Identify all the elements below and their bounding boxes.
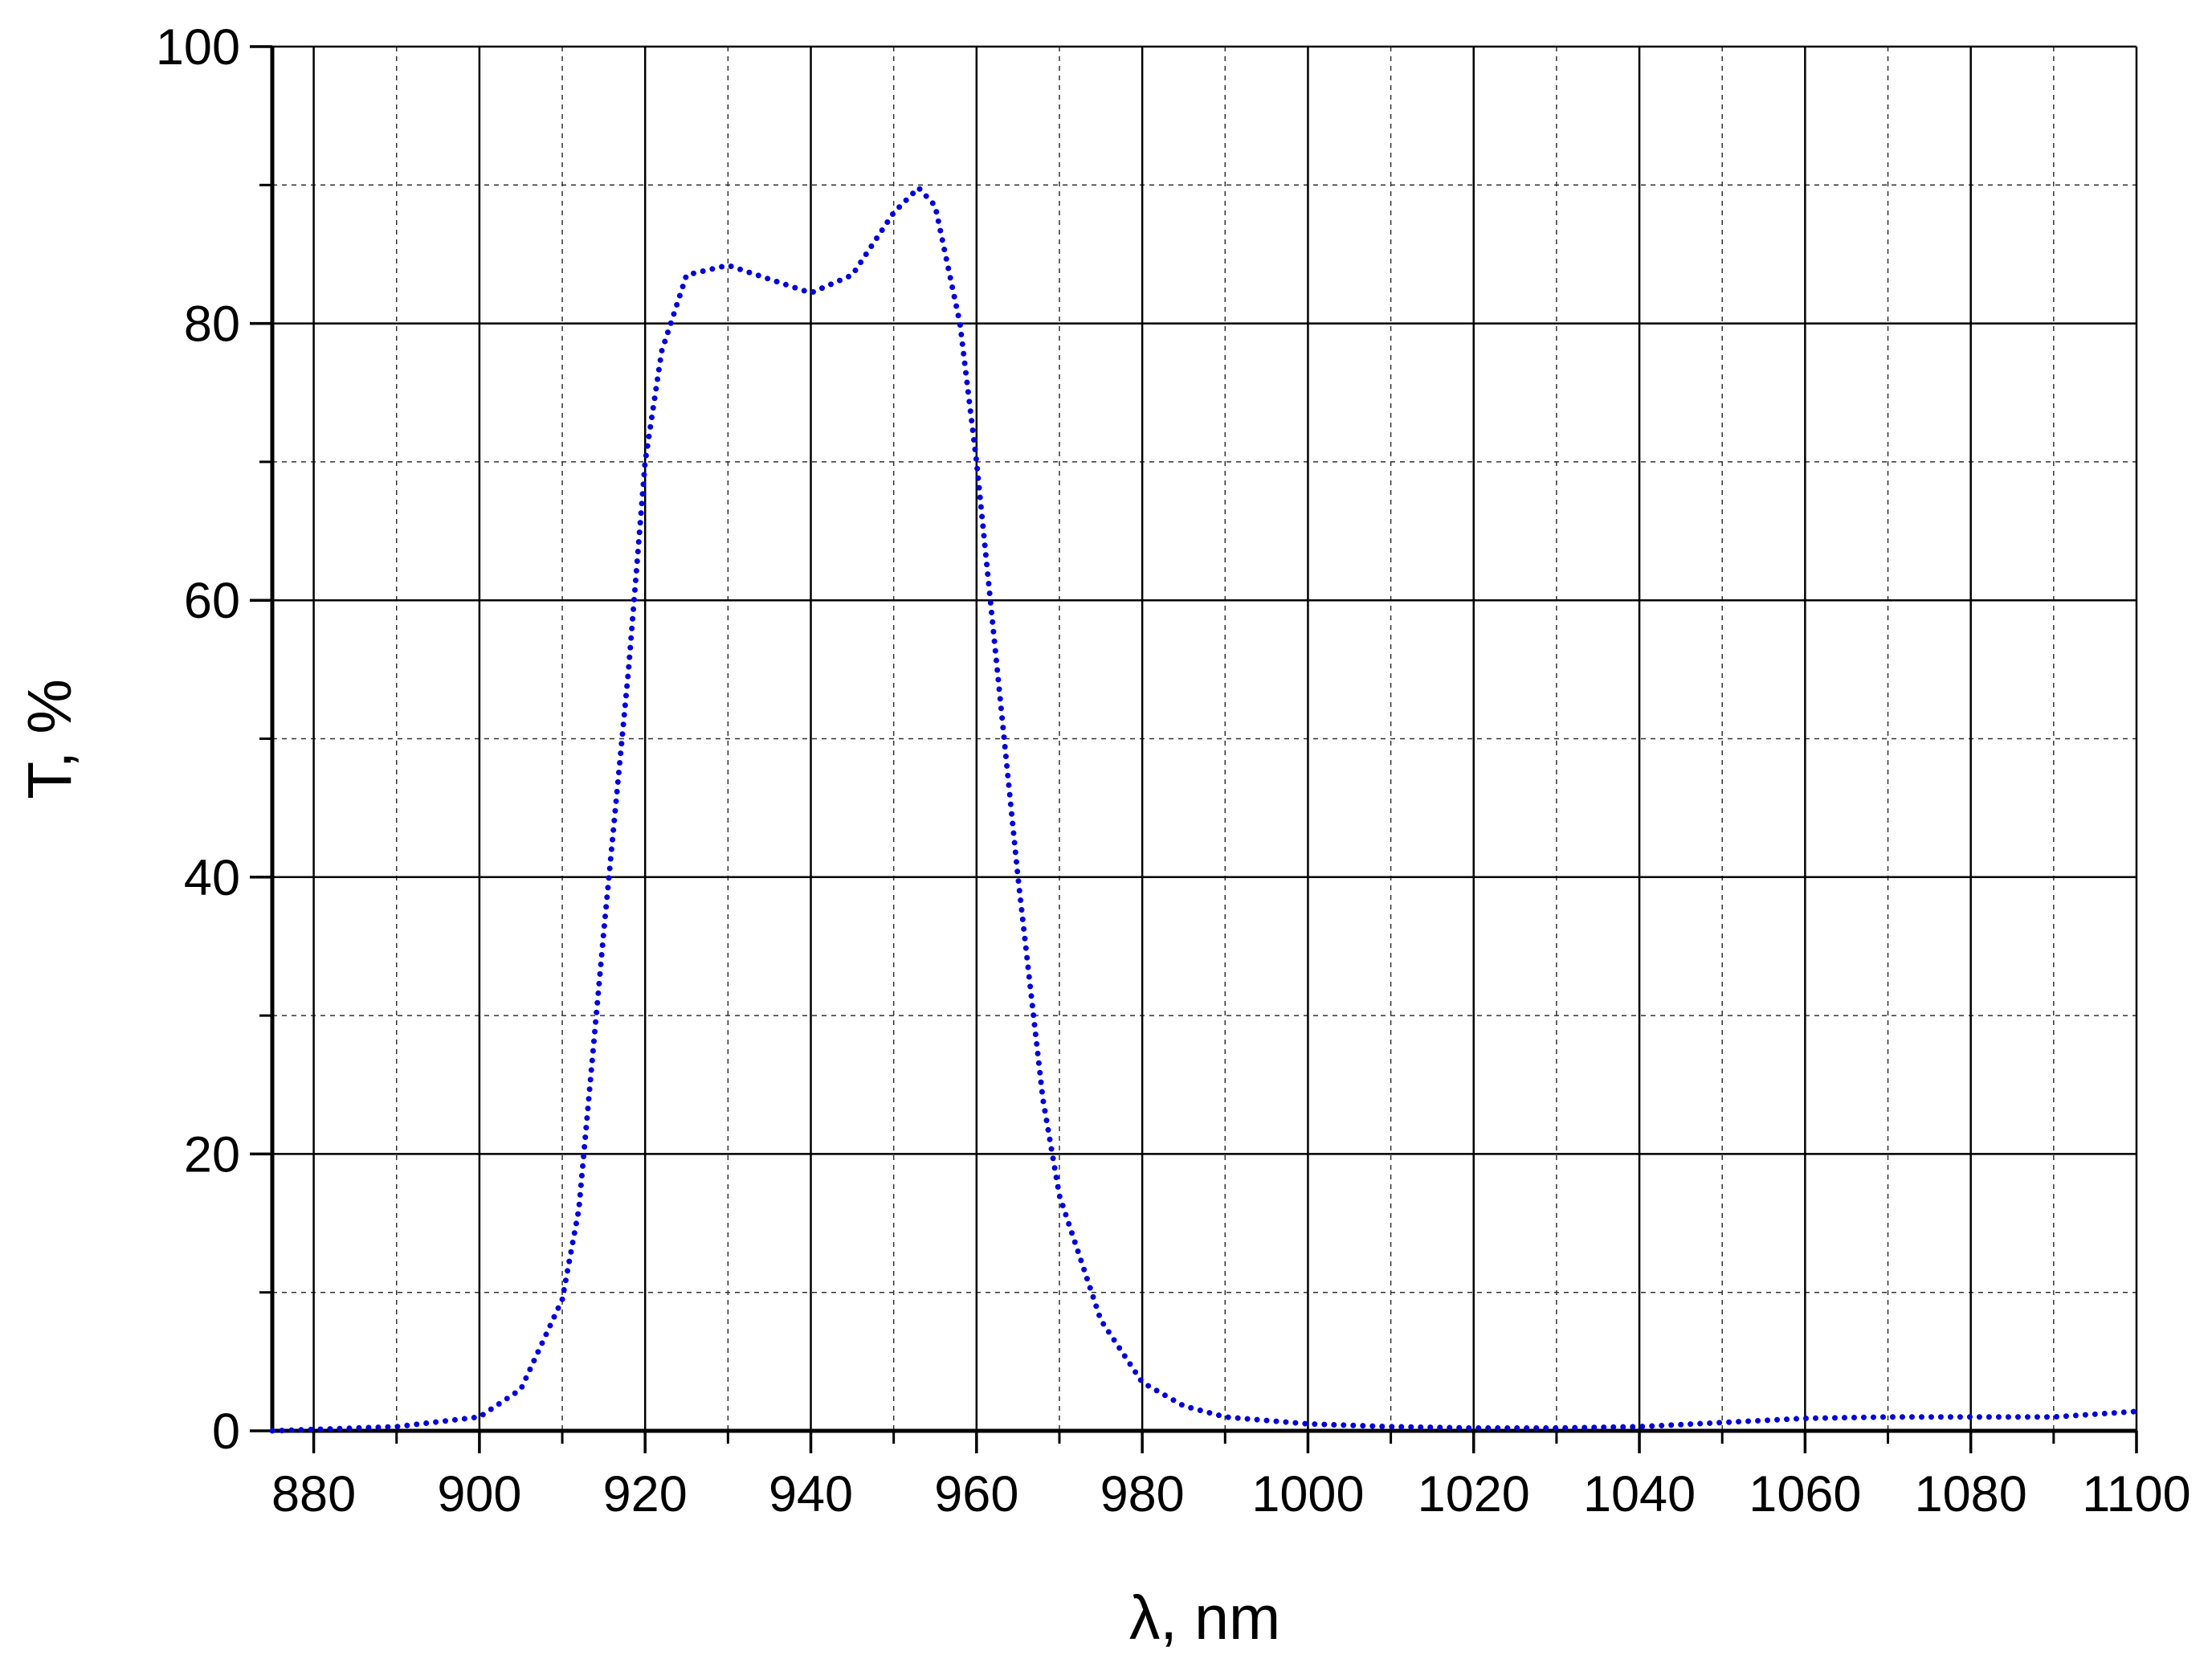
x-tick-label: 1040	[1583, 1466, 1696, 1522]
x-tick-label: 920	[603, 1466, 688, 1522]
x-tick-label: 880	[271, 1466, 356, 1522]
x-tick-label: 1000	[1251, 1466, 1364, 1522]
data-line	[269, 183, 2140, 1434]
x-tick-label: 900	[437, 1466, 521, 1522]
y-tick-label: 60	[184, 573, 240, 629]
y-tick-label: 80	[184, 296, 240, 353]
y-tick-label: 40	[184, 850, 240, 906]
x-tick-label: 940	[769, 1466, 853, 1522]
y-tick-label: 0	[212, 1404, 240, 1460]
y-tick-label: 100	[156, 19, 240, 76]
x-tick-label: 1060	[1749, 1466, 1861, 1522]
x-tick-label: 1080	[1915, 1466, 2027, 1522]
x-tick-label: 1100	[2082, 1466, 2190, 1522]
x-tick-label: 960	[934, 1466, 1018, 1522]
x-tick-label: 1020	[1418, 1466, 1530, 1522]
y-axis-title: T, %	[15, 679, 84, 799]
y-tick-label: 20	[184, 1126, 240, 1183]
x-axis-title: λ, nm	[1129, 1583, 1280, 1653]
x-tick-label: 980	[1100, 1466, 1185, 1522]
